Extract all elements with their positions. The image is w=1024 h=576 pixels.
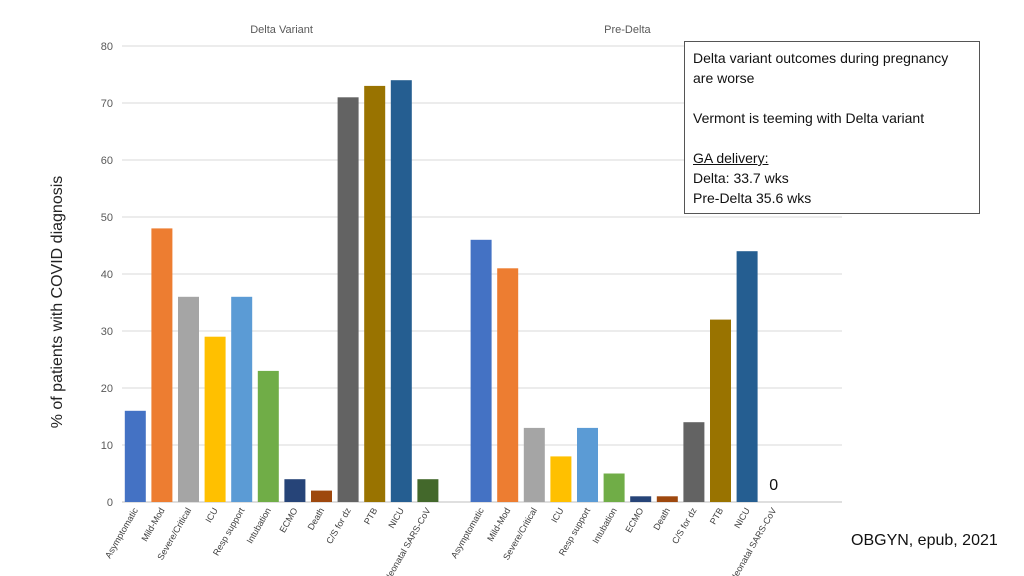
annotation-pre-delta: Pre-Delta 35.6 wks	[693, 190, 812, 206]
y-tick-label: 40	[101, 269, 113, 281]
group-titles: Delta Variant Pre-Delta	[250, 24, 651, 36]
bar	[364, 85, 386, 503]
annotation-line-1: Delta variant outcomes during pregnancy …	[693, 50, 949, 86]
x-tick-label: Mild-Mod	[139, 506, 166, 543]
bar	[603, 473, 625, 502]
x-tick-label: C/S for dz	[670, 506, 699, 546]
x-tick-label: ECMO	[277, 506, 299, 534]
x-tick-label: NICU	[732, 506, 752, 530]
source-citation: OBGYN, epub, 2021	[851, 532, 998, 549]
x-tick-label: C/S for dz	[324, 506, 353, 546]
bar	[523, 427, 545, 502]
bar	[390, 80, 412, 502]
bar	[337, 97, 359, 503]
y-tick-labels: 0 10 20 30 40 50 60 70 80	[101, 41, 113, 509]
y-tick-label: 80	[101, 41, 113, 53]
value-label: 0	[769, 477, 778, 494]
x-tick-label: Death	[306, 506, 327, 532]
y-tick-label: 20	[101, 383, 113, 395]
bar	[497, 268, 519, 502]
x-tick-label: Asymptomatic	[449, 506, 486, 560]
bar	[284, 479, 306, 502]
bar	[257, 370, 279, 502]
x-tick-label: NICU	[386, 506, 406, 530]
value-labels: 0	[769, 477, 778, 494]
x-tick-label: PTB	[708, 506, 725, 526]
bar	[683, 422, 705, 502]
bar	[630, 496, 652, 502]
bar	[231, 296, 253, 502]
x-tick-label: PTB	[362, 506, 379, 526]
y-tick-label: 70	[101, 98, 113, 110]
bars	[124, 80, 758, 503]
x-tick-label: Asymptomatic	[103, 506, 140, 560]
bar	[470, 239, 492, 503]
bar	[151, 228, 173, 502]
group-title: Pre-Delta	[604, 24, 651, 36]
annotation-delta: Delta: 33.7 wks	[693, 170, 789, 186]
bar	[710, 319, 731, 502]
bar	[736, 251, 758, 502]
bar	[204, 336, 226, 502]
x-tick-label: Neonatal SARS-CoV	[728, 506, 778, 576]
y-axis-label: % of patients with COVID diagnosis	[49, 175, 66, 429]
annotation-heading: GA delivery:	[693, 150, 769, 166]
bar	[656, 496, 678, 502]
x-tick-label: Death	[651, 506, 672, 532]
bar	[417, 479, 439, 502]
bar	[577, 427, 598, 502]
bar	[178, 296, 199, 502]
x-tick-label: ICU	[203, 506, 219, 524]
x-tick-label: Mild-Mod	[485, 506, 512, 543]
y-tick-label: 30	[101, 326, 113, 338]
annotation-line-2: Vermont is teeming with Delta variant	[693, 110, 925, 126]
group-title: Delta Variant	[250, 24, 313, 36]
bar	[124, 410, 146, 502]
bar	[550, 456, 572, 502]
bar	[311, 490, 332, 502]
y-tick-label: 50	[101, 212, 113, 224]
x-tick-label: Neonatal SARS-CoV	[382, 506, 432, 576]
annotation-box: Delta variant outcomes during pregnancy …	[684, 41, 980, 214]
x-tick-label: Intubation	[590, 506, 618, 545]
y-tick-label: 10	[101, 440, 113, 452]
x-tick-label: ECMO	[623, 506, 645, 534]
x-tick-label: ICU	[549, 506, 565, 524]
x-tick-label: Intubation	[245, 506, 273, 545]
y-tick-label: 0	[107, 497, 113, 509]
y-tick-label: 60	[101, 155, 113, 167]
